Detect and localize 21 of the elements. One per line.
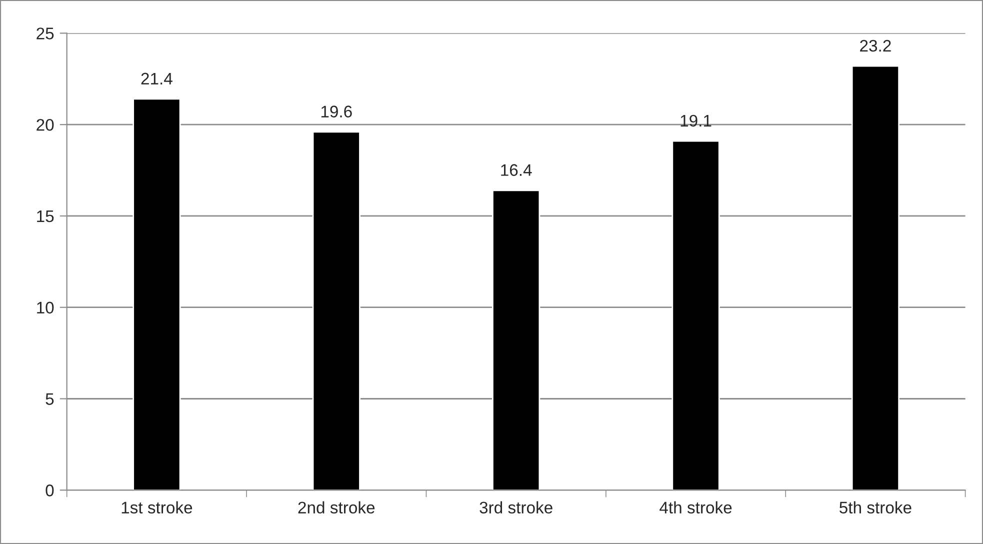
data-label: 21.4 [141, 72, 172, 84]
bar [492, 190, 540, 490]
bar [851, 65, 900, 490]
y-tick-label: 15 [37, 210, 54, 222]
y-tick-label: 0 [46, 484, 54, 496]
bar [312, 131, 360, 490]
x-tick-label: 1st stroke [122, 501, 192, 514]
bar [672, 140, 720, 490]
data-label: 16.4 [501, 164, 532, 176]
y-tick-label: 10 [37, 302, 54, 314]
y-tick-label: 20 [36, 118, 54, 131]
x-tick-label: 2nd stroke [298, 501, 375, 514]
data-label: 19.1 [680, 114, 712, 127]
y-tick-label: 25 [36, 28, 54, 40]
data-label: 23.2 [860, 40, 891, 52]
data-label: 19.6 [321, 106, 352, 118]
x-tick-label: 3rd stroke [480, 501, 552, 514]
y-tick-label: 5 [46, 393, 54, 405]
bar [132, 98, 181, 490]
x-tick-label: 4th stroke [660, 501, 732, 514]
x-tick-label: 5th stroke [840, 501, 912, 514]
